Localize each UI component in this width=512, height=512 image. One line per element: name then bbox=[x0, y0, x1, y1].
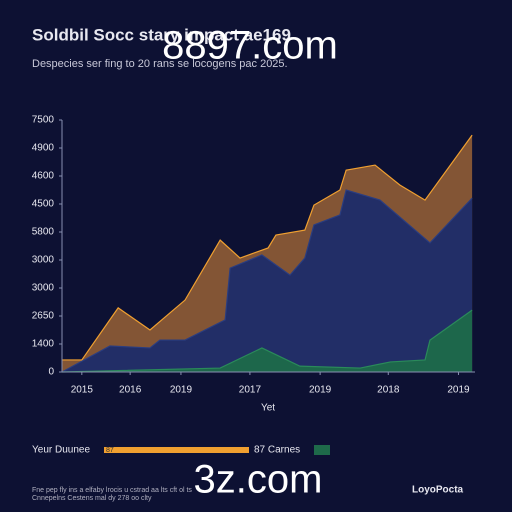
area-fill bbox=[62, 310, 473, 372]
y-tick-label: 4900 bbox=[32, 143, 55, 154]
area-line bbox=[61, 189, 473, 373]
x-tick-label: 2019 bbox=[447, 385, 470, 396]
y-tick-label: 4600 bbox=[32, 171, 55, 182]
y-tick-label: 0 bbox=[48, 367, 54, 378]
x-tick-label: 2018 bbox=[377, 385, 400, 396]
area-line bbox=[61, 309, 473, 373]
chart-title: Soldbil Socc stary impact ae169 bbox=[32, 25, 291, 44]
legend-swatch bbox=[104, 447, 249, 453]
x-tick-label: 2016 bbox=[119, 385, 142, 396]
watermark: 3z.com bbox=[194, 458, 323, 502]
y-tick-label: 3000 bbox=[32, 283, 55, 294]
x-tick-label: 2019 bbox=[309, 385, 332, 396]
watermark: 8897.com bbox=[162, 24, 338, 68]
footer-text: Fne pep fly ins a elfaby lrocis u cstrad… bbox=[32, 487, 192, 494]
x-tick-label: 2017 bbox=[239, 385, 262, 396]
y-tick-label: 2650 bbox=[32, 311, 55, 322]
x-axis-label: Yet bbox=[261, 403, 275, 414]
legend-label: Yeur Duunee bbox=[32, 445, 90, 456]
y-tick-label: 3000 bbox=[32, 255, 55, 266]
footer-text: Cnnepelns Cestens mal dy 278 oo clty bbox=[32, 495, 152, 502]
y-tick-label: 5800 bbox=[32, 227, 55, 238]
y-tick-label: 1400 bbox=[32, 339, 55, 350]
y-tick-label: 7500 bbox=[32, 115, 55, 126]
legend-label: 87 Carnes bbox=[254, 445, 300, 456]
area-fill bbox=[62, 190, 473, 372]
x-tick-label: 2019 bbox=[170, 385, 193, 396]
chart-subtitle: Despecies ser fing to 20 rans se locogen… bbox=[32, 58, 288, 70]
y-tick-label: 4500 bbox=[32, 199, 55, 210]
logo: LoyoPocta bbox=[412, 485, 464, 496]
legend-bar-label: 87 bbox=[106, 447, 114, 454]
legend-swatch bbox=[314, 445, 330, 455]
area-line bbox=[62, 134, 473, 361]
x-tick-label: 2015 bbox=[71, 385, 94, 396]
